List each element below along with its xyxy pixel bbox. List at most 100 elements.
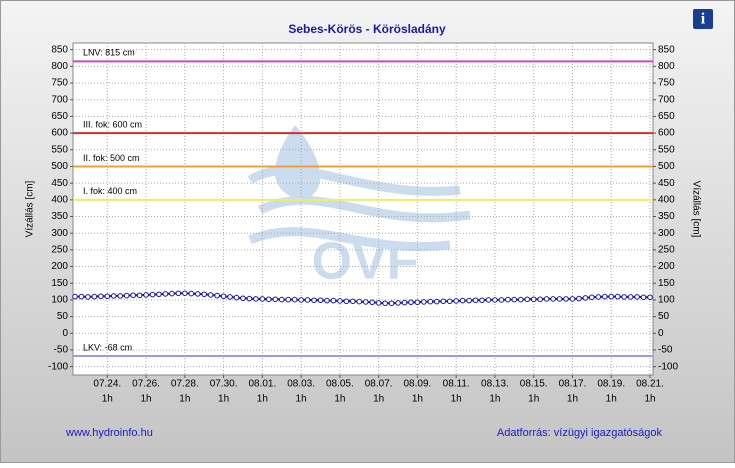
data-point	[350, 298, 356, 305]
y2-tick-label: 650	[658, 111, 675, 122]
y2-tick-label: 600	[658, 128, 675, 139]
y2-tick-label: 800	[658, 61, 675, 72]
y2-tick-label: 100	[658, 295, 675, 306]
data-point	[433, 298, 440, 305]
data-point	[550, 296, 556, 302]
x-tick-sublabel: 1h	[179, 394, 190, 405]
data-point	[104, 293, 111, 300]
data-point	[311, 297, 317, 304]
x-tick-label: 08.03.	[287, 379, 315, 390]
x-tick-label: 08.15.	[520, 379, 548, 390]
data-point	[72, 293, 78, 300]
data-point	[130, 292, 136, 299]
data-point	[408, 299, 414, 306]
data-point	[569, 296, 576, 302]
y-tick-label: 400	[51, 194, 68, 205]
data-point	[136, 292, 143, 299]
y2-tick-label: 700	[658, 94, 675, 105]
y2-tick-label: 550	[658, 144, 675, 155]
x-tick-sublabel: 1h	[334, 394, 345, 405]
data-point	[259, 296, 266, 302]
data-point	[362, 299, 369, 305]
data-point	[621, 294, 627, 300]
data-point	[369, 299, 375, 306]
x-tick-label: 08.07.	[365, 379, 393, 390]
x-tick-label: 08.17.	[559, 379, 587, 390]
y-tick-label: 800	[51, 61, 68, 72]
y-tick-label: 150	[51, 278, 68, 289]
reference-label: III. fok: 600 cm	[83, 119, 142, 129]
x-tick-sublabel: 1h	[412, 394, 423, 405]
y2-tick-label: 200	[658, 261, 675, 272]
data-point	[266, 296, 272, 303]
y-tick-label: 100	[51, 295, 68, 306]
y2-tick-label: 250	[658, 245, 675, 256]
data-point	[421, 299, 427, 305]
y-axis-label: Vízállás [cm]	[25, 180, 36, 237]
data-point	[149, 291, 156, 298]
data-point	[317, 297, 324, 304]
data-point	[117, 293, 124, 299]
y-tick-label: 750	[51, 78, 68, 89]
y2-tick-label: 50	[658, 311, 670, 322]
data-point	[614, 293, 621, 300]
data-point	[143, 292, 149, 298]
data-point	[453, 298, 459, 304]
y2-tick-label: 500	[658, 161, 675, 172]
data-point	[517, 296, 524, 303]
data-point	[227, 294, 233, 300]
data-point	[382, 300, 388, 307]
x-tick-label: 07.24.	[93, 379, 121, 390]
data-source: Adatforrás: vízügyi igazgatóságok	[497, 427, 663, 439]
x-tick-sublabel: 1h	[218, 394, 229, 405]
x-tick-sublabel: 1h	[373, 394, 384, 405]
data-point	[194, 291, 201, 297]
data-point	[498, 297, 505, 303]
plot-area	[72, 42, 654, 376]
data-point	[589, 294, 595, 301]
info-icon-label[interactable]: i	[701, 11, 706, 28]
y2-tick-label: 400	[658, 194, 675, 205]
x-tick-sublabel: 1h	[606, 394, 617, 405]
info-icon[interactable]	[693, 9, 713, 29]
data-point	[253, 296, 259, 302]
data-point	[291, 296, 298, 303]
x-tick-label: 08.01.	[248, 379, 276, 390]
x-tick-label: 07.28.	[171, 379, 199, 390]
data-point	[285, 296, 292, 303]
data-point	[304, 297, 311, 303]
data-point	[524, 296, 531, 303]
data-point	[595, 294, 602, 300]
y-tick-label: 850	[51, 44, 68, 55]
data-point	[472, 297, 479, 304]
y2-tick-label: -100	[658, 361, 678, 372]
data-point	[330, 297, 337, 304]
x-tick-label: 08.05.	[326, 379, 354, 390]
x-tick-label: 07.30.	[210, 379, 238, 390]
data-point	[427, 298, 434, 305]
x-tick-label: 08.11.	[443, 379, 470, 390]
y-tick-label: 650	[51, 111, 68, 122]
y2-tick-label: 450	[658, 178, 675, 189]
data-point	[530, 296, 537, 303]
x-tick-sublabel: 1h	[296, 394, 307, 405]
data-point	[91, 293, 98, 300]
source-url[interactable]: www.hydroinfo.hu	[65, 427, 153, 439]
data-point	[156, 291, 162, 298]
data-point	[207, 292, 214, 298]
data-point	[375, 300, 382, 306]
y2-tick-label: 150	[658, 278, 675, 289]
x-tick-sublabel: 1h	[102, 394, 113, 405]
data-point	[298, 297, 304, 303]
y2-tick-label: 300	[658, 228, 675, 239]
data-point	[188, 290, 195, 297]
data-point	[459, 297, 466, 304]
y-tick-label: 50	[57, 311, 69, 322]
y2-tick-label: 0	[658, 328, 664, 339]
data-point	[601, 293, 608, 300]
data-point	[220, 293, 227, 300]
reference-label: LKV: -68 cm	[83, 342, 132, 352]
y-tick-label: -50	[54, 345, 69, 356]
y-tick-label: -100	[48, 361, 68, 372]
data-point	[233, 294, 240, 301]
